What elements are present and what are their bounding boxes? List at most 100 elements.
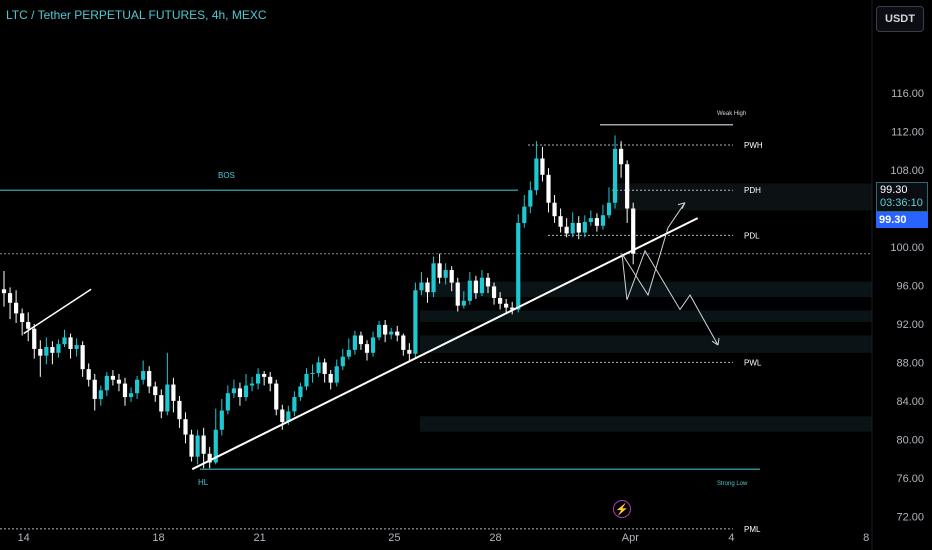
y-tick-label: 80.00 [896,434,924,446]
candle-body [141,371,146,380]
candle-body [128,393,134,398]
x-tick-label: 14 [18,532,30,544]
level-pdl-label: PDL [744,231,760,240]
candle-body [183,419,188,435]
candle-body [225,393,230,411]
y-tick-label: 108.00 [890,165,924,177]
candle-body [443,270,448,278]
currency-button[interactable]: USDT [876,6,924,32]
candle-body [413,290,418,354]
y-tick-label: 100.00 [890,242,924,254]
level-bos-label: BOS [218,171,235,180]
candle-body [165,384,170,412]
level-hl-label: HL [198,478,209,487]
candle-body [528,190,533,207]
candle-body [1,289,7,294]
y-tick-label: 96.00 [896,280,924,292]
candle-body [401,335,406,350]
candle-body [370,337,376,353]
candle-body [304,373,309,387]
candle-body [631,208,636,254]
x-tick-label: 21 [253,532,265,544]
candle-body [510,307,515,310]
candle-body [576,222,581,233]
candle-body [479,277,485,294]
candle-body [334,366,339,383]
candle-body [153,386,158,396]
candle-body [516,222,521,310]
candle-body [74,345,79,349]
candle-body [80,345,85,370]
candle-body [606,202,612,216]
alt-projection-arrowhead [677,202,686,209]
candle-body [243,385,249,398]
x-tick-label: 28 [489,532,501,544]
y-tick-label: 112.00 [891,127,924,139]
zone-band [420,335,872,353]
x-tick-label: 25 [388,532,400,544]
candle-body [364,344,370,353]
candle-body [389,331,394,335]
level-strong-low-label: Strong Low [717,481,748,487]
candle-body [195,435,200,457]
candle-body [564,226,569,234]
y-tick-label: 72.00 [896,511,924,523]
candle-body [582,221,587,233]
candle-body [534,158,539,191]
candle-body [147,371,152,387]
candle-body [504,303,509,308]
candle-body [612,148,618,203]
projection-arrowhead [711,338,720,346]
candle-body [461,300,466,306]
candle-body [104,375,109,391]
candle-body [455,282,460,306]
candle-body [358,335,364,345]
candle-body [419,282,424,291]
candle-body [594,218,599,226]
candle-body [62,337,67,345]
candle-body [20,313,25,323]
candle-body [552,202,557,217]
candle-body [280,409,285,423]
lightning-icon[interactable]: ⚡ [613,500,631,518]
zone-band [420,416,872,432]
projection-path [621,249,719,346]
candle-body [122,383,128,398]
candle-body [570,222,575,234]
candle-body [522,206,527,223]
candle-body [340,356,345,367]
candle-body [498,297,503,304]
last-price-tag: 99.30 [876,212,928,228]
candle-body [274,383,279,410]
badge-price: 99.30 [880,184,908,196]
badge-countdown: 03:36:10 [880,197,923,209]
candle-body [56,344,61,353]
candle-body [110,375,115,380]
candle-body [262,373,267,377]
countdown-badge: 99.30 03:36:10 [876,182,928,212]
candle-body [431,263,436,293]
candle-body [98,390,103,399]
candle-body [286,411,291,423]
candle-body [322,362,327,374]
y-tick-label: 84.00 [896,396,924,408]
candle-body [310,372,315,374]
trendline [23,288,92,335]
candle-body [14,302,19,314]
candle-body [395,331,400,336]
candle-body [588,218,593,222]
level-pwl-label: PWL [744,358,762,367]
trendline [191,217,699,471]
candle-body [298,386,303,398]
candle-body [249,383,255,386]
candle-body [38,348,43,356]
candle-body [207,453,212,463]
level-pdh-label: PDH [744,186,761,195]
alt-projection-path [621,202,686,297]
candle-body [201,435,206,454]
x-tick-label: Apr [622,532,639,544]
candle-body [346,349,351,357]
candle-body [558,216,563,227]
